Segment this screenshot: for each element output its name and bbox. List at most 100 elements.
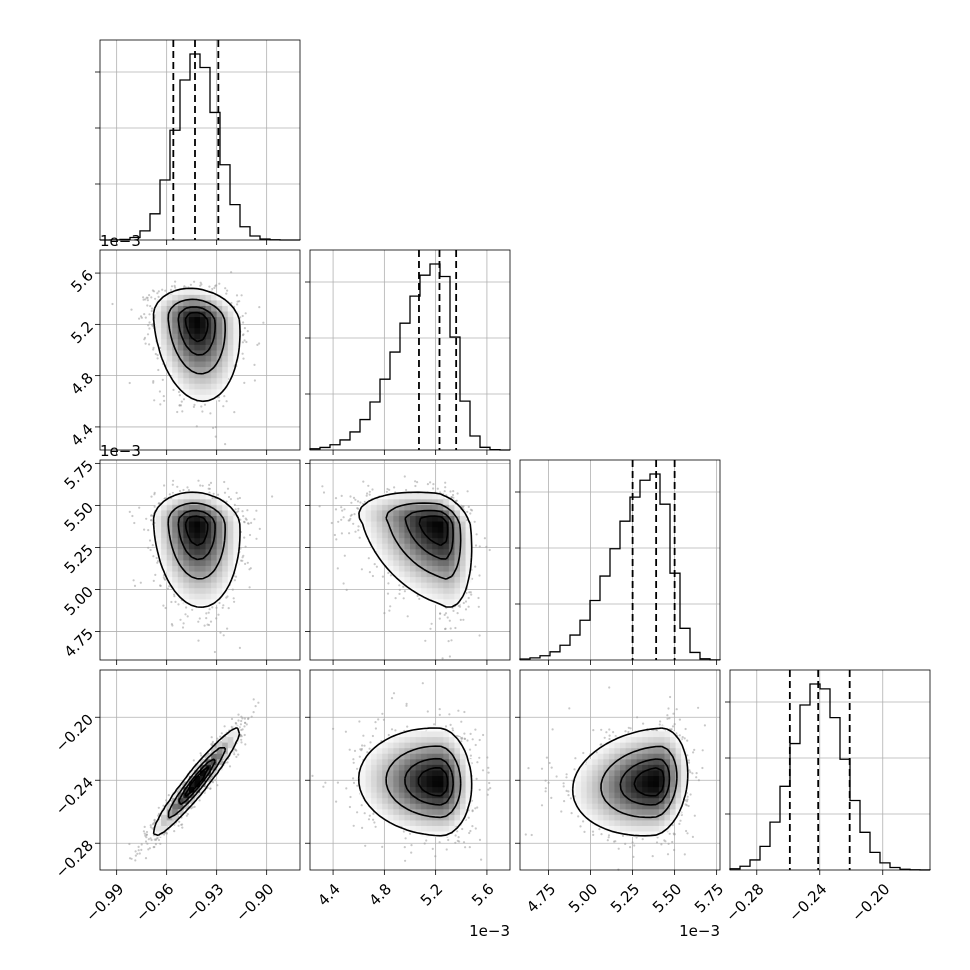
density-cell — [393, 554, 400, 561]
scatter-point — [217, 613, 220, 616]
histogram-panel: −0.28 −0.24 −0.20 — [722, 669, 931, 925]
scatter-point — [147, 546, 150, 549]
density-cell — [211, 344, 218, 351]
density-cell — [222, 311, 229, 318]
density-cell — [211, 300, 218, 306]
density-cell — [205, 305, 212, 312]
scatter-point — [357, 529, 360, 532]
contour-line — [167, 298, 226, 375]
scatter-point — [235, 491, 238, 494]
density-cell — [454, 587, 461, 594]
scatter-point — [182, 488, 185, 492]
density-cell — [194, 311, 201, 318]
density-cell — [460, 576, 466, 583]
density-cell — [194, 294, 201, 301]
scatter-point — [181, 626, 185, 629]
scatter-point — [186, 615, 189, 618]
scatter-point — [207, 611, 210, 614]
density-cell — [421, 537, 428, 544]
density-cell — [161, 532, 168, 539]
scatter-point — [462, 505, 465, 508]
scatter-point — [398, 584, 401, 587]
density-cell — [188, 521, 195, 528]
scatter-point — [246, 522, 250, 525]
density-cell — [177, 554, 184, 561]
density-cell — [188, 560, 195, 566]
density-cell — [161, 344, 168, 351]
density-cell — [183, 593, 190, 600]
axes-frame — [99, 249, 301, 451]
scatter-point — [150, 519, 153, 522]
density-cell — [183, 311, 190, 318]
scatter-point — [250, 521, 253, 525]
scatter-point — [149, 305, 152, 308]
density-cell — [188, 587, 195, 594]
density-cell — [426, 582, 433, 589]
scatter-point — [345, 588, 348, 592]
scatter-point — [193, 403, 196, 406]
density-cell — [216, 294, 223, 301]
density-cell — [188, 361, 195, 368]
density-cell — [183, 582, 190, 589]
density-cell — [177, 576, 184, 583]
scatter-point — [151, 544, 154, 547]
scatter-point — [143, 528, 146, 531]
density-cell — [200, 361, 206, 368]
density-cell — [460, 582, 466, 589]
density-cell — [227, 305, 234, 312]
scatter-point — [340, 506, 343, 509]
density-cell — [161, 311, 168, 318]
scatter-point — [200, 405, 203, 408]
scatter-point — [462, 601, 465, 605]
scatter-point — [353, 513, 356, 516]
scatter-point — [238, 496, 241, 500]
density-cell — [194, 571, 201, 578]
scatter-point — [219, 631, 222, 634]
scatter-point — [402, 597, 405, 600]
scatter-point — [227, 495, 231, 499]
density-cell — [233, 327, 240, 334]
density-cell — [211, 383, 218, 390]
density-cell — [443, 593, 450, 600]
scatter-point — [383, 612, 386, 615]
scatter-point — [348, 532, 351, 535]
density-cell — [398, 560, 405, 566]
y-tick-label: 5.50 — [61, 499, 97, 535]
scatter-point — [150, 323, 154, 326]
x-tick-label: −0.20 — [848, 880, 893, 925]
scatter-point — [467, 596, 470, 600]
scatter-point — [429, 627, 432, 630]
scatter-point — [230, 271, 233, 274]
scatter-point — [153, 399, 156, 402]
density-cell — [410, 548, 416, 555]
density-cell — [161, 515, 168, 522]
density-cell — [172, 537, 179, 544]
scatter-point — [222, 634, 225, 637]
density-cell — [161, 526, 168, 533]
density-cell — [172, 532, 179, 539]
density-cell — [371, 532, 378, 539]
scatter-point — [456, 492, 459, 495]
density-cell — [233, 355, 240, 362]
scatter-point — [448, 619, 451, 622]
scatter-point — [186, 486, 189, 489]
density-cell — [216, 526, 223, 533]
density-cell — [211, 327, 218, 334]
scatter-point — [473, 520, 476, 523]
scatter-point — [150, 307, 154, 310]
density-cell — [172, 571, 179, 578]
density-cell — [216, 361, 223, 368]
density-cell — [166, 311, 173, 318]
scatter-point — [243, 536, 246, 539]
density-cell — [216, 333, 223, 340]
density-cell — [211, 366, 218, 373]
density-cell — [200, 333, 206, 340]
density-cell — [211, 377, 218, 384]
density-cell — [227, 322, 234, 329]
scatter-point — [405, 488, 408, 492]
density-cell — [454, 543, 461, 550]
density-cell — [194, 322, 201, 329]
scatter-point — [343, 554, 346, 557]
scatter-point — [169, 288, 173, 291]
density-cell — [177, 316, 184, 323]
